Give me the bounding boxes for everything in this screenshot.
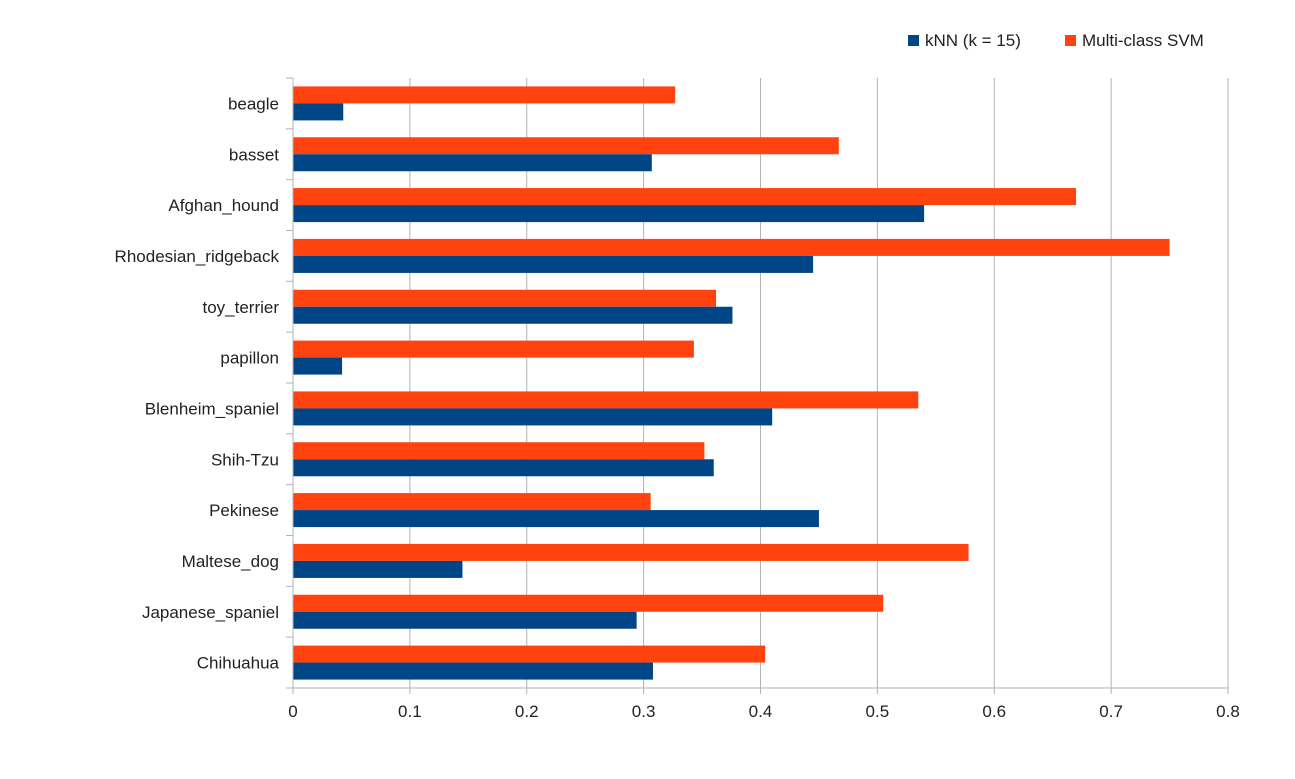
category-label: Japanese_spaniel (142, 603, 279, 622)
category-label: Maltese_dog (182, 552, 279, 571)
bar-svm-beagle (293, 86, 676, 104)
axes: 0 0.1 0.2 0.3 0.4 0.5 0.6 0.7 0.8 beagle basset Afg… (115, 77, 1240, 721)
bar-svm-papillon (293, 340, 694, 358)
category-label: Blenheim_spaniel (145, 399, 279, 418)
bar-svm-shih-tzu (293, 442, 705, 460)
grid-lines (292, 78, 1229, 694)
x-tick-label: 0.2 (515, 702, 539, 721)
bars (293, 86, 1170, 680)
bar-svm-japanese-spaniel (293, 594, 884, 612)
bar-knn-pekinese (293, 510, 819, 528)
bar-knn-rhodesian-ridgeback (293, 255, 814, 273)
bar-knn-shih-tzu (293, 459, 714, 477)
bar-svm-blenheim-spaniel (293, 391, 919, 409)
category-label: toy_terrier (202, 298, 279, 317)
bar-knn-chihuahua (293, 662, 653, 680)
x-tick-label: 0.6 (982, 702, 1006, 721)
category-label: papillon (220, 349, 279, 368)
x-tick-label: 0.3 (632, 702, 656, 721)
bar-knn-toy-terrier (293, 306, 733, 324)
x-tick-label: 0.7 (1099, 702, 1123, 721)
bar-knn-afghan-hound (293, 205, 925, 223)
bar-knn-blenheim-spaniel (293, 408, 773, 426)
x-tick-label: 0.1 (398, 702, 422, 721)
x-tick-label: 0.5 (866, 702, 890, 721)
bar-svm-maltese-dog (293, 543, 969, 561)
bar-svm-basset (293, 137, 839, 155)
bar-svm-chihuahua (293, 645, 766, 663)
legend-swatch-knn (908, 35, 919, 46)
legend-swatch-svm (1065, 35, 1076, 46)
bar-svm-toy-terrier (293, 289, 717, 307)
bar-knn-japanese-spaniel (293, 611, 637, 629)
legend: kNN (k = 15) Multi-class SVM (908, 31, 1204, 50)
category-label: beagle (228, 94, 279, 113)
legend-label-knn: kNN (k = 15) (925, 31, 1021, 50)
category-label: Afghan_hound (168, 196, 279, 215)
bar-knn-papillon (293, 357, 343, 375)
category-label: Shih-Tzu (211, 450, 279, 469)
x-tick-label: 0.8 (1216, 702, 1240, 721)
category-label: Pekinese (209, 501, 279, 520)
bar-svm-afghan-hound (293, 188, 1077, 206)
category-label: Rhodesian_ridgeback (115, 247, 280, 266)
x-tick-label: 0.4 (749, 702, 773, 721)
bar-knn-basset (293, 154, 652, 172)
bar-knn-maltese-dog (293, 560, 463, 578)
bar-svm-pekinese (293, 493, 651, 511)
bar-svm-rhodesian-ridgeback (293, 238, 1170, 256)
legend-label-svm: Multi-class SVM (1082, 31, 1204, 50)
category-label: basset (229, 145, 279, 164)
bar-knn-beagle (293, 103, 344, 121)
x-tick-label: 0 (288, 702, 297, 721)
category-label: Chihuahua (197, 654, 280, 673)
